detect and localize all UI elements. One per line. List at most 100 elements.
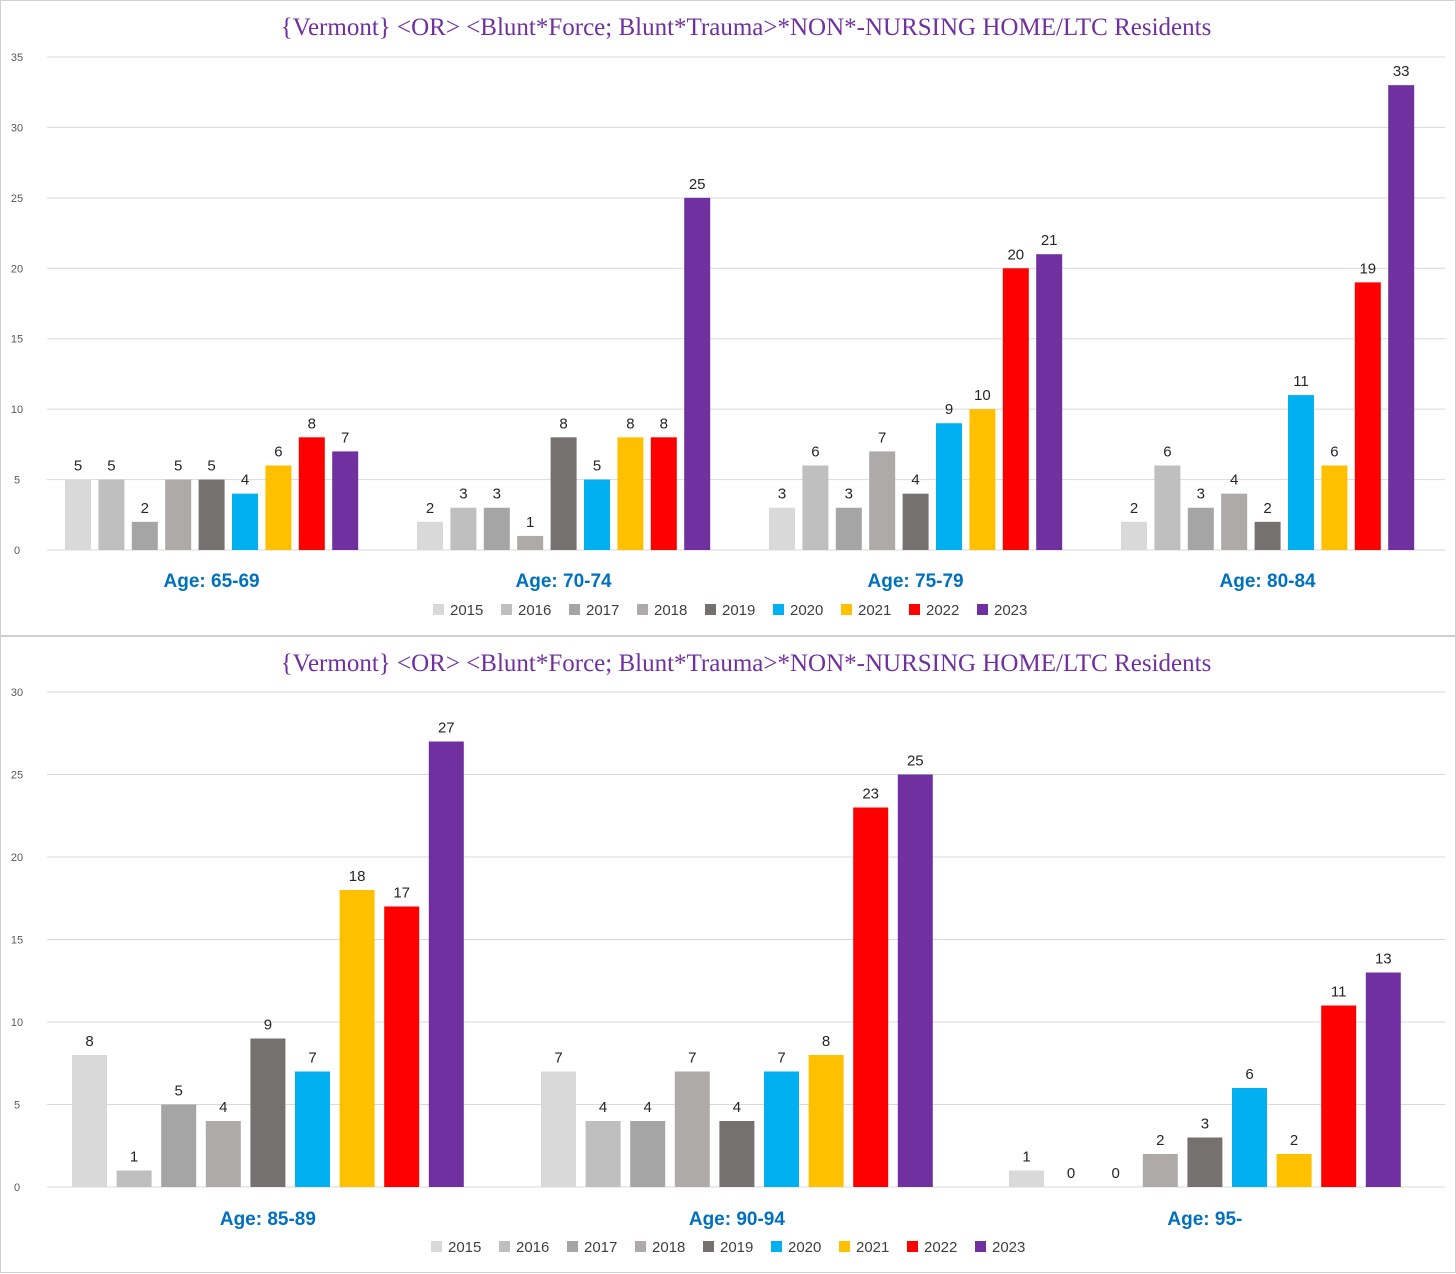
legend-label: 2022 [924, 1239, 957, 1256]
data-label: 2 [1263, 500, 1271, 517]
bar [295, 1071, 330, 1187]
bar [1142, 1154, 1178, 1187]
chart-top-svg: {Vermont} <OR> <Blunt*Force; Blunt*Traum… [11, 14, 1445, 619]
bar [205, 1121, 241, 1187]
data-label: 7 [308, 1050, 316, 1067]
legend-label: 2021 [856, 1239, 889, 1256]
bar [1232, 1088, 1267, 1187]
category-label: Age: 85-89 [220, 1209, 316, 1230]
legend-swatch [569, 604, 580, 615]
data-label: 7 [341, 429, 349, 446]
legend-swatch [909, 604, 920, 615]
data-label: 3 [845, 486, 853, 503]
bar [1321, 1005, 1357, 1187]
bar [161, 1104, 197, 1187]
y-tick-label: 25 [11, 770, 23, 782]
bar [936, 423, 962, 550]
bar [417, 521, 443, 550]
data-label: 1 [526, 514, 534, 531]
chart-panel-top: {Vermont} <OR> <Blunt*Force; Blunt*Traum… [0, 0, 1456, 636]
data-label: 7 [688, 1050, 696, 1067]
legend-swatch [637, 604, 648, 615]
data-label: 5 [593, 458, 601, 475]
bar [131, 521, 158, 550]
bar [165, 479, 192, 550]
data-label: 25 [907, 753, 924, 770]
category-label: Age: 90-94 [689, 1209, 786, 1230]
data-label: 13 [1375, 951, 1392, 968]
data-label: 4 [644, 1099, 652, 1116]
data-label: 5 [74, 458, 82, 475]
bar [1354, 282, 1381, 550]
legend-label: 2018 [654, 602, 687, 619]
bar [835, 507, 862, 550]
legend-swatch [771, 1241, 782, 1252]
data-label: 8 [308, 415, 316, 432]
chart-title: {Vermont} <OR> <Blunt*Force; Blunt*Traum… [281, 650, 1212, 677]
legend-swatch [975, 1241, 986, 1252]
bar [1365, 972, 1401, 1187]
legend-label: 2018 [652, 1239, 685, 1256]
data-label: 25 [689, 176, 706, 193]
y-tick-label: 25 [11, 193, 23, 205]
data-label: 8 [660, 415, 668, 432]
legend-swatch [705, 604, 716, 615]
data-label: 6 [274, 443, 282, 460]
bar [198, 479, 225, 550]
data-label: 10 [974, 387, 991, 404]
bar [585, 1121, 621, 1187]
y-tick-label: 5 [14, 475, 20, 487]
bar [65, 479, 91, 550]
y-tick-label: 15 [11, 935, 23, 947]
chart-title: {Vermont} <OR> <Blunt*Force; Blunt*Traum… [281, 14, 1212, 41]
legend-label: 2016 [518, 602, 551, 619]
category-label: Age: 95- [1167, 1209, 1242, 1230]
bar [450, 507, 477, 550]
y-tick-label: 20 [11, 852, 23, 864]
data-label: 20 [1007, 246, 1024, 263]
y-tick-label: 20 [11, 263, 23, 275]
bar [550, 437, 577, 550]
bar [1154, 465, 1181, 550]
y-tick-label: 10 [11, 404, 23, 416]
data-label: 11 [1331, 984, 1347, 1001]
bar [1187, 1137, 1223, 1187]
data-label: 7 [554, 1050, 562, 1067]
bar [339, 890, 375, 1187]
data-label: 17 [393, 885, 410, 902]
data-label: 18 [349, 868, 366, 885]
y-tick-label: 5 [14, 1100, 20, 1112]
data-label: 5 [207, 458, 215, 475]
y-tick-label: 10 [11, 1017, 23, 1029]
y-tick-label: 35 [11, 52, 23, 64]
data-label: 2 [1290, 1132, 1298, 1149]
bar [902, 493, 929, 550]
bar [1288, 395, 1314, 550]
data-label: 6 [811, 443, 819, 460]
data-label: 4 [241, 472, 249, 489]
data-label: 9 [264, 1017, 272, 1034]
data-label: 6 [1163, 443, 1171, 460]
bar [650, 437, 677, 550]
bar [684, 197, 711, 550]
data-label: 27 [438, 720, 455, 737]
y-tick-label: 15 [11, 334, 23, 346]
bar [869, 451, 896, 550]
legend-swatch [433, 604, 444, 615]
bar [298, 437, 325, 550]
bar [332, 451, 359, 550]
data-label: 5 [107, 458, 115, 475]
data-label: 8 [822, 1033, 830, 1050]
data-label: 7 [777, 1050, 785, 1067]
bar [116, 1170, 152, 1187]
bar [1009, 1170, 1044, 1187]
bar [232, 493, 258, 550]
legend-swatch [703, 1241, 714, 1252]
bar [584, 479, 610, 550]
data-label: 5 [175, 1083, 183, 1100]
data-label: 33 [1393, 63, 1410, 80]
data-label: 2 [1130, 500, 1138, 517]
bar [1187, 507, 1214, 550]
data-label: 0 [1067, 1165, 1075, 1182]
legend-label: 2017 [586, 602, 619, 619]
